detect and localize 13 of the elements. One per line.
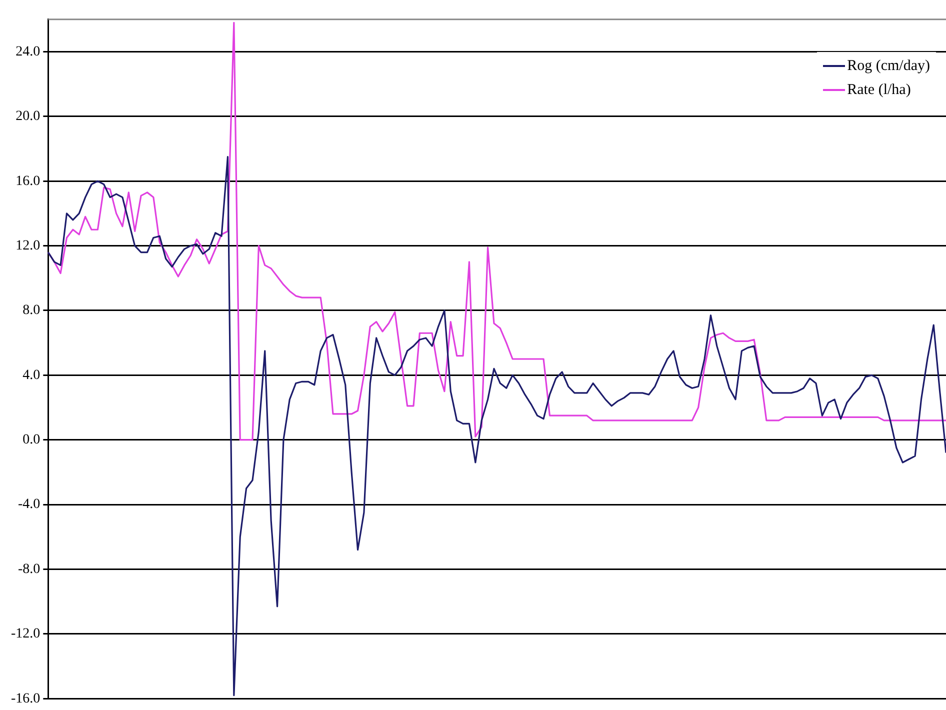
legend-label: Rate (l/ha) [847, 82, 911, 98]
y-tick-label: 4.0 [22, 368, 40, 383]
y-tick-label: 8.0 [22, 303, 40, 318]
y-tick-label: 24.0 [16, 44, 40, 60]
legend-label: Rog (cm/day) [847, 58, 930, 74]
y-tick-label: 0.0 [22, 432, 40, 448]
y-tick-label: 16.0 [16, 174, 40, 189]
y-tick-label: -8.0 [18, 562, 40, 577]
y-tick-label: 12.0 [16, 238, 40, 254]
y-tick-label: -12.0 [10, 626, 40, 642]
y-tick-label: -16.0 [10, 691, 40, 706]
y-tick-label: 20.0 [16, 109, 40, 124]
y-tick-label: -4.0 [18, 497, 40, 512]
